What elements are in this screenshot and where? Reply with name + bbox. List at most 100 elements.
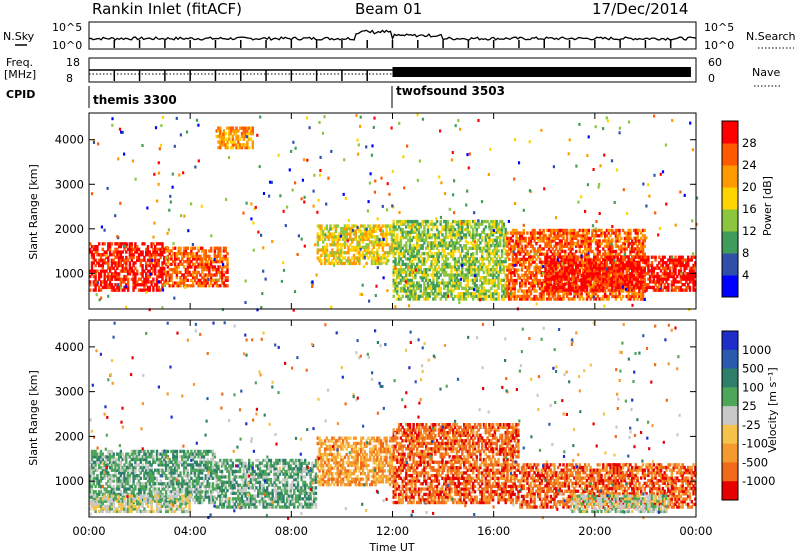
cpid-mode-twofsound: twofsound 3503 [396,84,505,98]
cpid-strip: CPID themis 3300 twofsound 3503 [6,84,505,108]
heatmap-cell [595,227,597,230]
heatmap-cell [575,250,577,253]
heatmap-cell [672,265,674,268]
heatmap-cell [654,256,656,259]
heatmap-cell [611,238,613,241]
heatmap-cell [359,125,361,128]
heatmap-cell [489,228,491,231]
heatmap-cell [187,279,189,282]
power-heatmap-cells [89,113,698,312]
heatmap-cell [613,256,615,259]
heatmap-cell [599,164,601,167]
heatmap-cell [398,211,400,214]
nave-label: Nave [752,66,780,79]
heatmap-cell [644,253,646,256]
freq-trace [89,67,691,81]
heatmap-cell [105,254,107,257]
heatmap-cell [97,142,99,145]
heatmap-cell [427,273,429,276]
heatmap-cell [285,224,287,227]
heatmap-cell [453,179,455,182]
nsky-tick-high: 10^5 [52,21,82,34]
heatmap-cell [394,257,396,260]
heatmap-cell [252,222,254,225]
heatmap-cell [246,202,248,205]
heatmap-cell [466,190,468,193]
heatmap-cell [575,165,577,168]
heatmap-cell [306,116,308,119]
heatmap-cell [382,205,384,208]
heatmap-cell [593,296,595,299]
heatmap-cell [117,157,119,160]
heatmap-cell [120,286,122,289]
heatmap-cell [402,295,404,298]
heatmap-cell [190,202,192,205]
heatmap-cell [577,256,579,259]
nsky-trace [89,30,696,48]
heatmap-cell [447,295,449,298]
heatmap-cell [564,283,566,286]
heatmap-cell [514,264,516,267]
heatmap-cell [345,197,347,200]
heatmap-cell [282,261,284,264]
heatmap-cell [586,154,588,157]
heatmap-cell [174,247,176,250]
heatmap-cell [374,191,376,194]
nsky-tick-low: 10^0 [52,39,82,52]
heatmap-cell [383,276,385,279]
heatmap-cell [543,283,545,286]
heatmap-cell [518,161,520,164]
heatmap-cell [357,153,359,156]
heatmap-cell [358,143,360,146]
heatmap-cell [168,228,170,231]
heatmap-cell [415,269,417,272]
heatmap-cell [364,256,366,259]
heatmap-cell [114,214,116,217]
heatmap-cell [365,262,367,265]
heatmap-cell [396,233,398,236]
heatmap-cell [111,242,113,245]
heatmap-cell [529,140,531,143]
heatmap-cell [568,256,570,259]
heatmap-cell [363,265,365,268]
nave-tick-low: 0 [708,72,715,85]
heatmap-cell [117,283,119,286]
heatmap-cell [355,114,357,117]
heatmap-cell [252,140,254,143]
heatmap-cell [665,144,667,147]
heatmap-cell [158,172,160,175]
heatmap-cell [593,168,595,171]
heatmap-cell [306,159,308,162]
heatmap-cell [320,259,322,262]
heatmap-cell [456,221,458,224]
heatmap-cell [178,174,180,177]
heatmap-cell [603,154,605,157]
heatmap-cell [155,126,157,129]
heatmap-cell [292,189,294,192]
heatmap-cell [580,292,582,295]
heatmap-cell [598,250,600,253]
heatmap-cell [606,116,608,119]
heatmap-cell [151,259,153,262]
heatmap-cell [625,288,627,291]
heatmap-cell [153,222,155,225]
heatmap-cell [166,246,168,249]
heatmap-cell [259,116,261,119]
heatmap-cell [318,121,320,124]
heatmap-cell [316,211,318,214]
heatmap-cell [619,246,621,249]
heatmap-cell [96,293,98,296]
heatmap-cell [623,188,625,191]
heatmap-cell [370,172,372,175]
heatmap-cell [594,239,596,242]
heatmap-cell [369,182,371,185]
heatmap-cell [414,229,416,232]
heatmap-cell [665,203,667,206]
heatmap-cell [618,229,620,232]
heatmap-cell [256,134,258,137]
heatmap-cell [689,286,691,289]
heatmap-cell [375,294,377,297]
heatmap-cell [447,257,449,260]
